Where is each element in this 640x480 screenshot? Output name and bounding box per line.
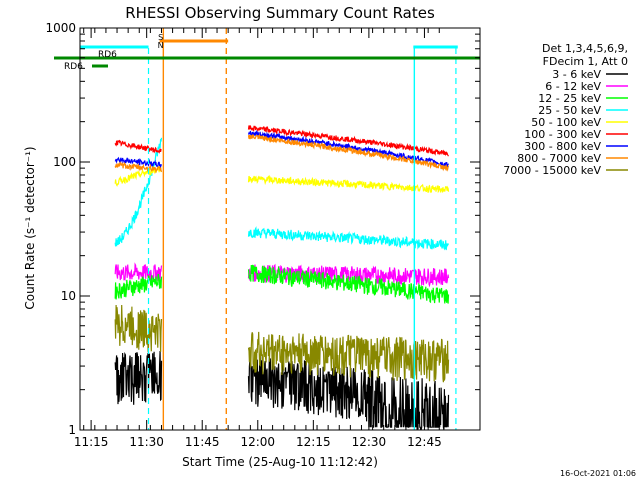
x-tick-label: 12:00 (240, 435, 275, 449)
series-trace (247, 226, 450, 251)
series-trace (247, 331, 450, 383)
plot-frame (79, 27, 481, 431)
series-trace (247, 125, 449, 157)
legend-entry-label: 800 - 7000 keV (517, 152, 601, 165)
series-trace (247, 129, 449, 168)
legend-entry-label: 6 - 12 keV (545, 80, 601, 93)
x-tick-label: 11:15 (74, 435, 109, 449)
series-4 (114, 164, 450, 194)
x-tick-label: 11:45 (185, 435, 220, 449)
x-axis-label: Start Time (25-Aug-10 11:12:42) (182, 455, 378, 469)
y-axis: 1 10 100 1000 (45, 21, 480, 437)
footer-date: 16-Oct-2021 01:06 (560, 469, 636, 478)
series-6 (114, 129, 449, 169)
series-trace (247, 174, 450, 194)
series-trace (114, 164, 162, 187)
series-trace (114, 304, 163, 353)
series-5 (114, 125, 449, 157)
series-trace (114, 139, 162, 154)
series-0 (114, 350, 450, 430)
legend: Det 1,3,4,5,6,9, FDecim 1, Att 0 3 - 6 k… (503, 42, 628, 177)
x-axis: 11:15 11:30 11:45 12:00 12:15 12:30 12:45 (74, 28, 442, 449)
legend-entry-label: 50 - 100 keV (531, 116, 601, 129)
legend-entry-label: 12 - 25 keV (538, 92, 601, 105)
series-trace (114, 161, 163, 174)
series-trace (114, 273, 163, 300)
series-3 (114, 137, 450, 251)
x-tick-label: 11:30 (129, 435, 164, 449)
legend-entry-label: 3 - 6 keV (552, 68, 601, 81)
legend-entry-label: 25 - 50 keV (538, 104, 601, 117)
y-tick-label: 10 (61, 289, 76, 303)
legend-header-line-2: FDecim 1, Att 0 (543, 55, 628, 68)
series-trace (114, 137, 163, 247)
saa-label-s: S (158, 33, 163, 42)
y-axis-label: Count Rate (s⁻¹ detector⁻¹) (23, 146, 37, 309)
y-tick-label: 100 (53, 155, 76, 169)
series-2 (114, 264, 450, 304)
plot-area: SN RD6 RD6 (54, 28, 480, 430)
saa-label-n: N (158, 41, 164, 50)
series-trace (114, 350, 163, 405)
legend-entry-label: 7000 - 15000 keV (503, 164, 601, 177)
x-tick-label: 12:15 (296, 435, 331, 449)
legend-header-line-1: Det 1,3,4,5,6,9, (542, 42, 628, 55)
series-trace (114, 156, 163, 169)
series-trace (247, 264, 450, 304)
rd6-flag-label-low: RD6 (64, 62, 83, 72)
series-trace (247, 133, 450, 172)
y-tick-label: 1 (68, 423, 76, 437)
series-trace (114, 262, 163, 282)
rd6-flag-label: RD6 (98, 50, 117, 60)
chart-title: RHESSI Observing Summary Count Rates (125, 4, 435, 22)
x-tick-label: 12:45 (407, 435, 442, 449)
series-7 (114, 133, 450, 174)
x-tick-label: 12:30 (352, 435, 387, 449)
series-trace (247, 355, 450, 430)
series-8 (114, 304, 450, 383)
legend-entry-label: 100 - 300 keV (524, 128, 601, 141)
y-tick-label: 1000 (45, 21, 76, 35)
legend-entry-label: 300 - 800 keV (524, 140, 601, 153)
